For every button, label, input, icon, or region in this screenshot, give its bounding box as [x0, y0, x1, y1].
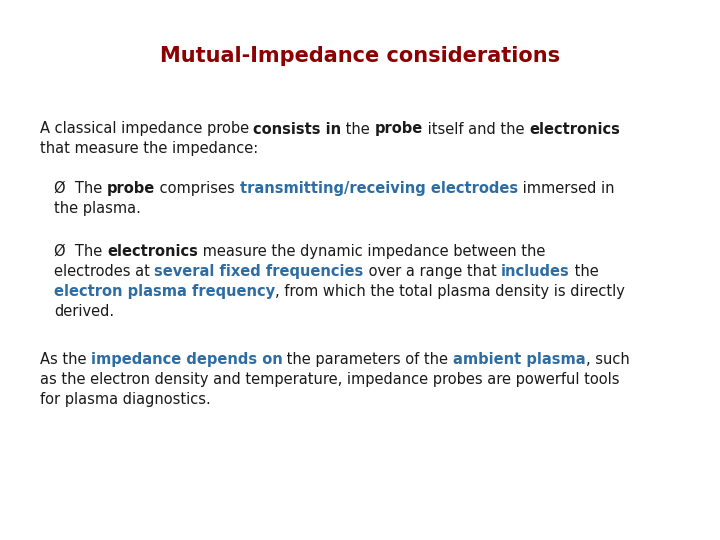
Text: transmitting/receiving electrodes: transmitting/receiving electrodes [240, 181, 518, 196]
Text: , from which the total plasma density is directly: , from which the total plasma density is… [275, 284, 625, 299]
Text: that measure the impedance:: that measure the impedance: [40, 141, 258, 157]
Text: the plasma.: the plasma. [54, 201, 141, 216]
Text: electrodes at: electrodes at [54, 264, 155, 279]
Text: electron plasma frequency: electron plasma frequency [54, 284, 275, 299]
Text: as the electron density and temperature, impedance probes are powerful tools: as the electron density and temperature,… [40, 372, 619, 387]
Text: over a range that: over a range that [364, 264, 501, 279]
Text: Ø  The: Ø The [54, 181, 107, 196]
Text: the: the [570, 264, 598, 279]
Text: comprises: comprises [155, 181, 240, 196]
Text: includes: includes [501, 264, 570, 279]
Text: impedance depends on: impedance depends on [91, 352, 282, 367]
Text: itself and the: itself and the [423, 122, 529, 137]
Text: measure the dynamic impedance between the: measure the dynamic impedance between th… [198, 244, 545, 259]
Text: electronics: electronics [529, 122, 620, 137]
Text: , such: , such [586, 352, 629, 367]
Text: consists in: consists in [253, 122, 341, 137]
Text: A classical impedance probe: A classical impedance probe [40, 122, 253, 137]
Text: immersed in: immersed in [518, 181, 614, 196]
Text: ambient plasma: ambient plasma [453, 352, 586, 367]
Text: probe: probe [375, 122, 423, 137]
Text: derived.: derived. [54, 304, 114, 319]
Text: the: the [341, 122, 375, 137]
Text: Ø  The: Ø The [54, 244, 107, 259]
Text: electronics: electronics [107, 244, 198, 259]
Text: As the: As the [40, 352, 91, 367]
Text: Mutual-Impedance considerations: Mutual-Impedance considerations [160, 46, 560, 66]
Text: for plasma diagnostics.: for plasma diagnostics. [40, 392, 210, 407]
Text: the parameters of the: the parameters of the [282, 352, 453, 367]
Text: several fixed frequencies: several fixed frequencies [155, 264, 364, 279]
Text: probe: probe [107, 181, 155, 196]
